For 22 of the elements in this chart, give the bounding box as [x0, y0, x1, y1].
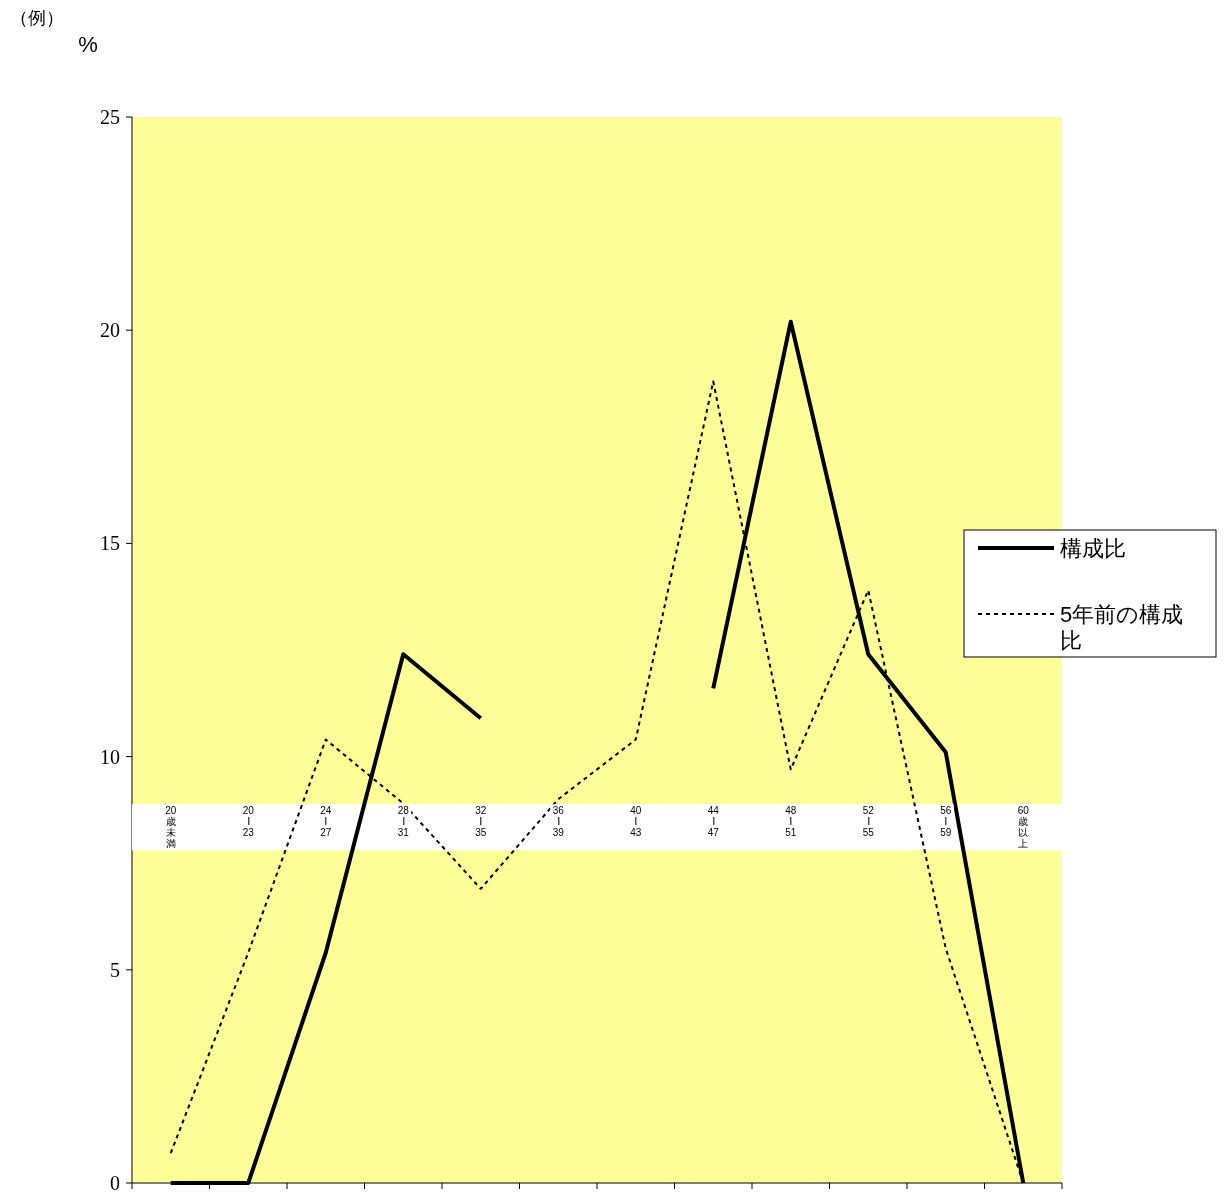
x-tick-label: 32ー35: [475, 804, 487, 838]
y-tick-label: 15: [100, 532, 120, 555]
text: （例）: [10, 8, 64, 28]
x-tick-label: 36ー39: [552, 804, 565, 838]
y-tick-label: 0: [110, 1172, 120, 1194]
x-tick-label: 56ー59: [940, 804, 952, 838]
x-tick-label: 44ー47: [707, 804, 720, 838]
y-tick-label: 5: [110, 958, 120, 981]
legend-label: 構成比: [1060, 535, 1126, 561]
x-tick-label: 48ー51: [785, 804, 797, 838]
x-tick-label: 24ー27: [320, 804, 332, 838]
y-tick-label: 20: [100, 319, 120, 342]
x-tick-label: 28ー31: [397, 804, 410, 838]
legend-label: 5年前の構成比: [1060, 601, 1184, 653]
y-axis-title: %: [78, 32, 98, 57]
y-tick-label: 10: [100, 745, 120, 768]
x-tick-label: 60歳以上: [1017, 804, 1030, 849]
x-tick-label: 52ー55: [862, 804, 875, 838]
y-tick-label: 25: [100, 106, 120, 128]
x-tick-label: 40ー43: [630, 804, 642, 838]
x-tick-label: 20歳未満: [165, 804, 177, 849]
x-tick-label: 20ー23: [242, 804, 255, 838]
